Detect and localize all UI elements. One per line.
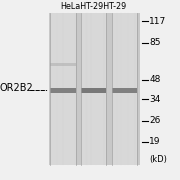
Bar: [50, 63, 76, 66]
Text: 34: 34: [149, 95, 161, 104]
Text: 85: 85: [149, 38, 161, 47]
Bar: [81, 88, 106, 93]
Text: HeLaHT-29HT-29: HeLaHT-29HT-29: [60, 2, 127, 11]
Bar: [50, 13, 76, 165]
Text: 117: 117: [149, 17, 167, 26]
Bar: [112, 88, 137, 93]
Bar: [50, 88, 76, 93]
Text: (kD): (kD): [149, 155, 167, 164]
Text: OR2B2: OR2B2: [0, 83, 34, 93]
Text: 48: 48: [149, 75, 161, 84]
Bar: [49, 13, 140, 165]
Bar: [112, 13, 137, 165]
Text: 19: 19: [149, 137, 161, 146]
Text: 26: 26: [149, 116, 161, 125]
Bar: [81, 13, 106, 165]
